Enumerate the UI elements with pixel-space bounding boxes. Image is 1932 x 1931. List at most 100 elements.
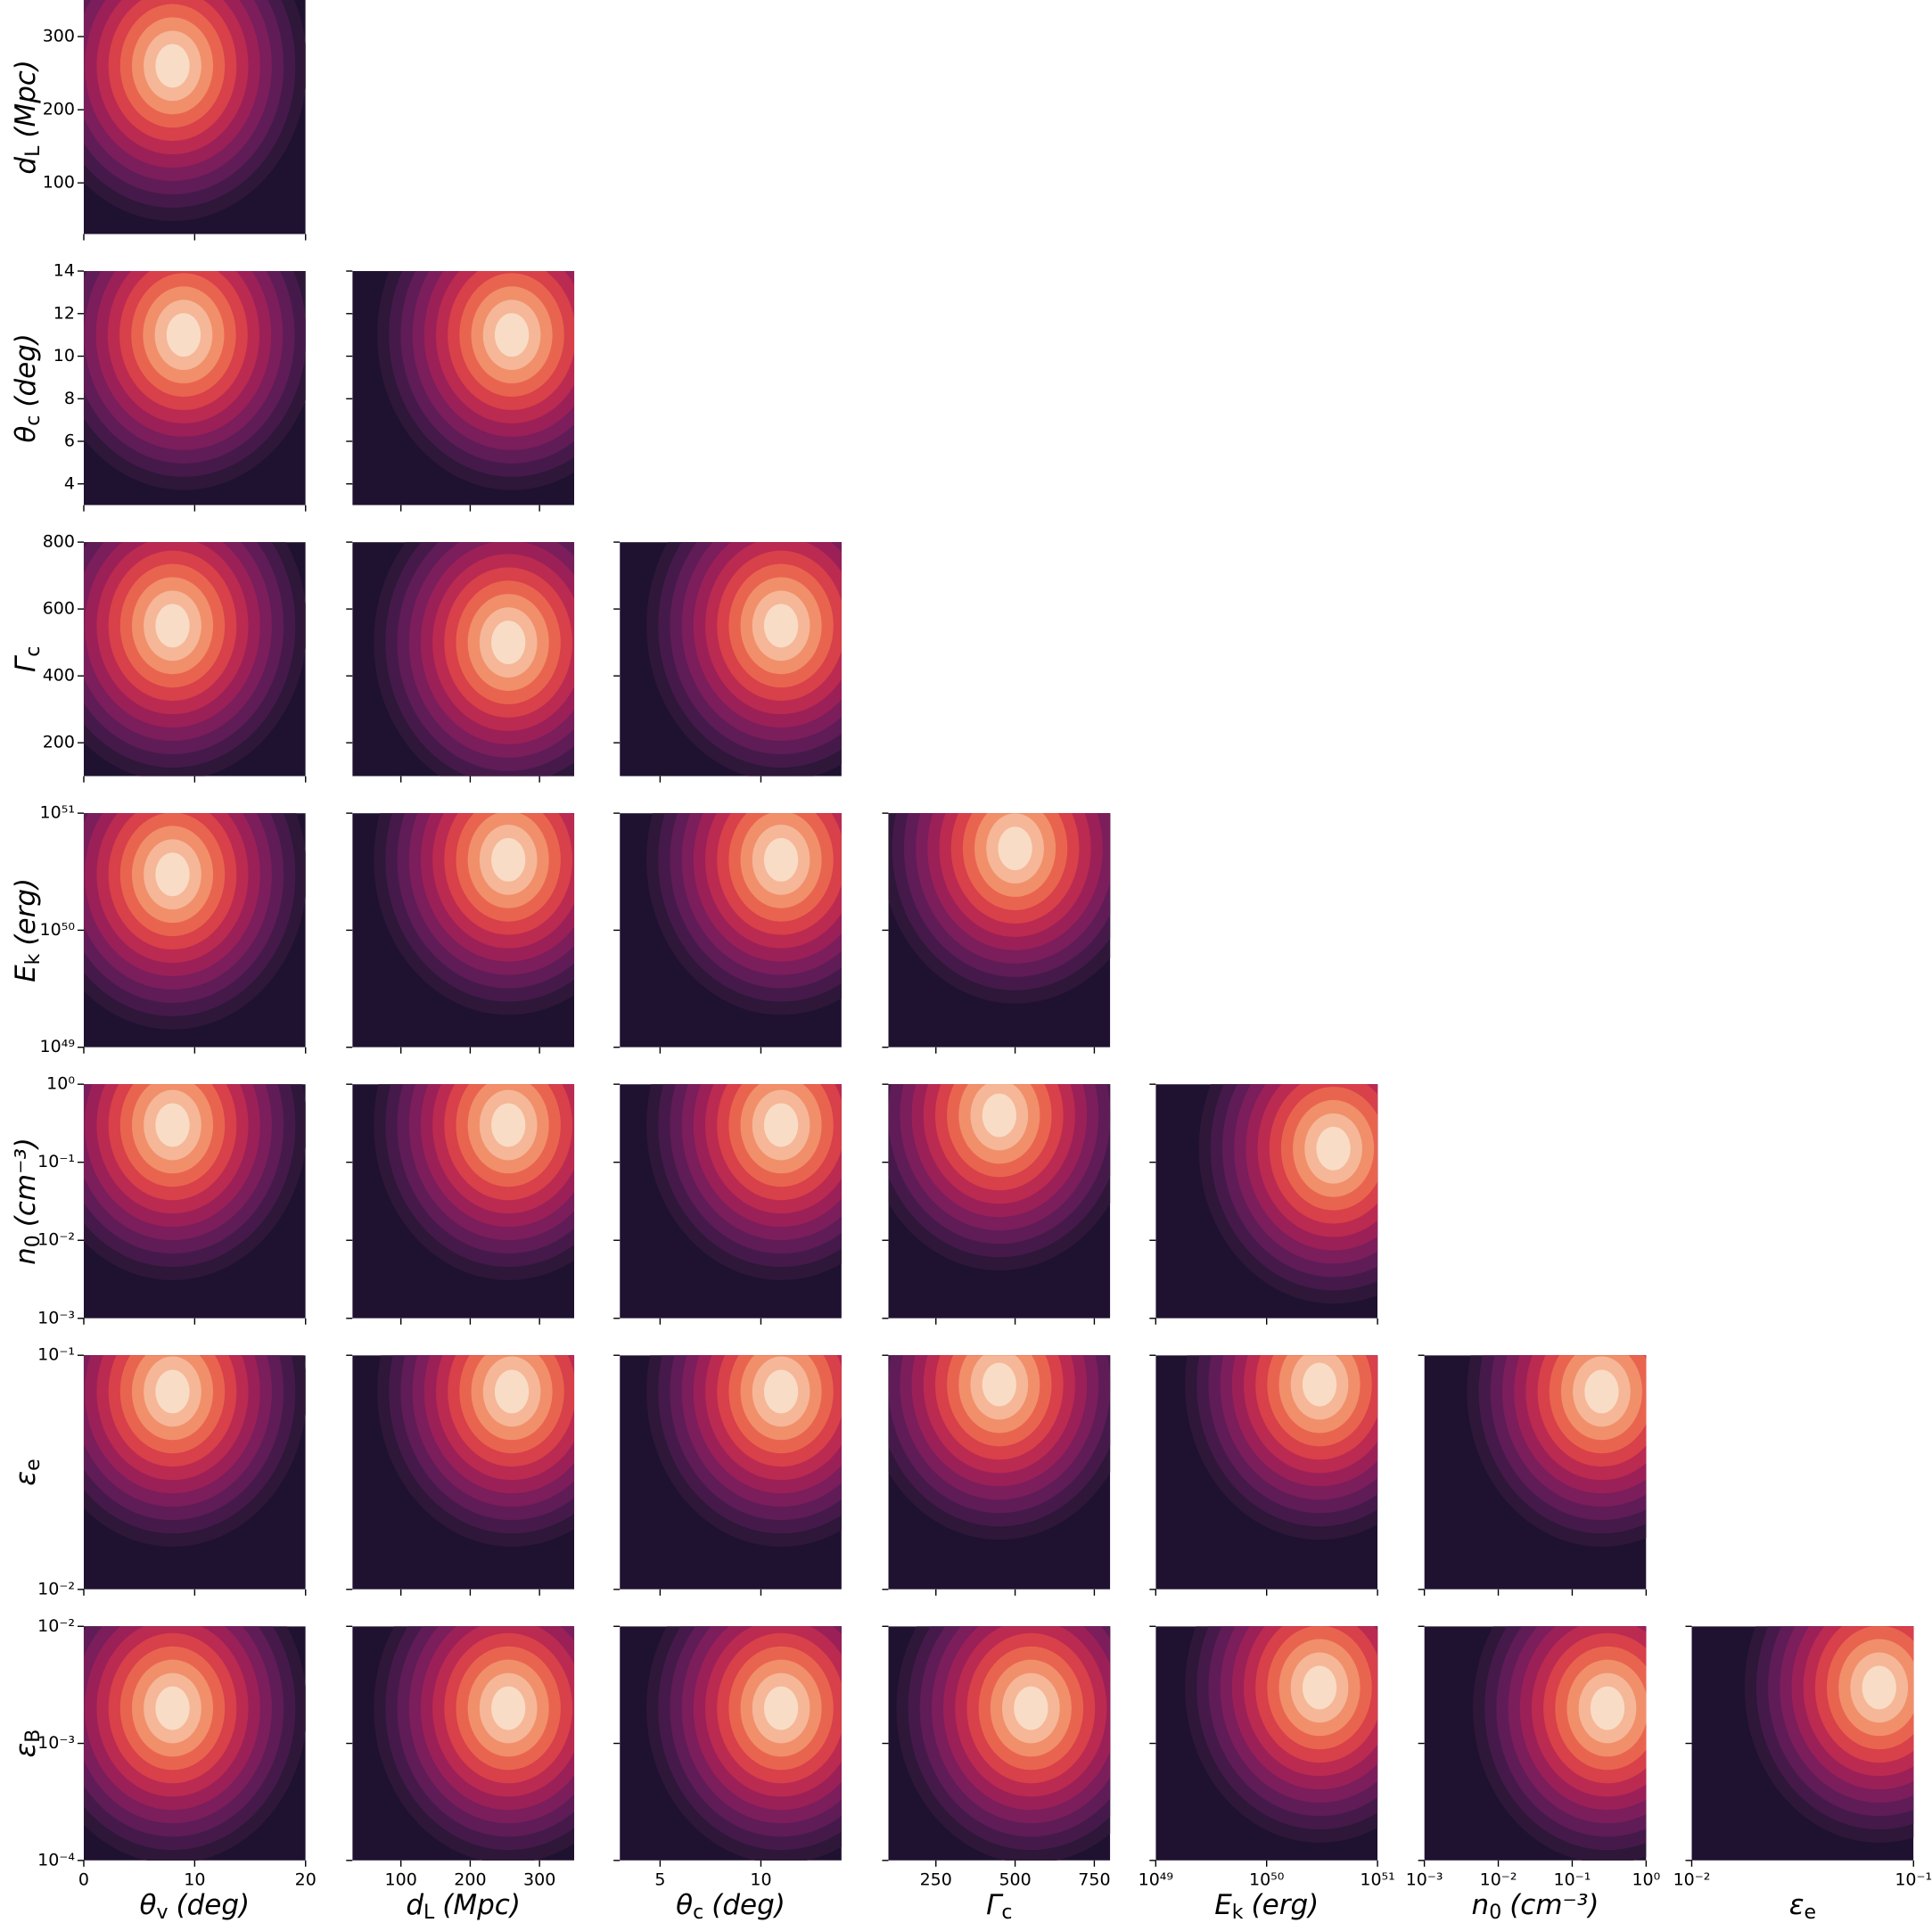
density-contour <box>998 826 1032 871</box>
density-contour <box>166 313 201 357</box>
axis-label: Γc <box>10 646 45 672</box>
axis-symbol: θ <box>676 1889 693 1921</box>
axis-subscript: 0 <box>1489 1902 1501 1924</box>
x-tick-label: 10⁵⁰ <box>1249 1869 1284 1889</box>
density-contour <box>491 1103 526 1147</box>
panel <box>1155 1084 1378 1319</box>
density-contour <box>494 1369 530 1414</box>
density-contour <box>982 1093 1016 1138</box>
density-contour <box>155 852 190 897</box>
axis-unit: (deg) <box>177 1889 251 1921</box>
density-contour <box>1862 1665 1896 1710</box>
x-tick-label: 10⁻² <box>1673 1869 1711 1889</box>
x-tick-label: 10⁴⁹ <box>1139 1869 1173 1889</box>
axis-subscript: v <box>157 1902 169 1924</box>
panel <box>352 1626 575 1861</box>
density-contour <box>155 1103 190 1147</box>
panel <box>1155 1355 1378 1590</box>
axis-symbol: d <box>406 1889 423 1921</box>
panel <box>1424 1355 1647 1590</box>
y-tick-label: 10⁴⁹ <box>40 1037 75 1056</box>
density-contour <box>155 44 190 88</box>
panel <box>352 542 575 777</box>
y-tick-label: 10⁻³ <box>37 1308 75 1327</box>
density-contour <box>763 837 799 882</box>
panel <box>888 1084 1111 1319</box>
y-tick-label: 10⁰ <box>46 1074 75 1094</box>
x-tick-label: 10⁻³ <box>1406 1869 1443 1889</box>
x-tick-label: 10⁻¹ <box>1895 1869 1932 1889</box>
y-tick-label: 10⁻² <box>37 1579 75 1598</box>
axis-unit: (Mpc) <box>442 1889 521 1921</box>
axis-subscript: e <box>1804 1902 1816 1924</box>
axis-label: dL (Mpc) <box>406 1889 521 1925</box>
y-tick-label: 100 <box>43 173 75 193</box>
axis-unit: (erg) <box>10 878 42 946</box>
y-tick-label: 10⁻⁴ <box>37 1850 75 1869</box>
density-contour <box>1302 1362 1337 1407</box>
axis-label: εB <box>10 1730 45 1758</box>
y-tick-label: 600 <box>43 599 75 619</box>
density-contour <box>1590 1686 1625 1730</box>
axis-unit: (cm⁻³) <box>10 1138 42 1227</box>
x-tick-label: 10⁻¹ <box>1554 1869 1591 1889</box>
x-tick-label: 10 <box>750 1869 771 1889</box>
axis-symbol: Γ <box>986 1889 1004 1921</box>
axis-subscript: e <box>22 1459 45 1471</box>
axis-symbol: θ <box>140 1889 157 1921</box>
axis-label: dL (Mpc) <box>10 60 45 175</box>
x-tick-label: 10 <box>184 1869 205 1889</box>
panel <box>83 542 306 777</box>
density-contour <box>763 1369 799 1414</box>
axis-symbol: d <box>10 157 42 175</box>
y-tick-label: 8 <box>64 389 75 408</box>
axis-symbol: ε <box>1789 1889 1805 1921</box>
axis-symbol: E <box>10 965 42 982</box>
density-contour <box>982 1362 1016 1407</box>
axis-unit: (deg) <box>10 333 42 407</box>
y-tick-label: 200 <box>43 733 75 752</box>
y-tick-label: 10⁻¹ <box>37 1345 75 1365</box>
panel <box>620 813 842 1048</box>
panel <box>83 1626 306 1861</box>
density-contour <box>763 1686 799 1730</box>
panel <box>620 1084 842 1319</box>
axis-subscript: L <box>423 1902 435 1924</box>
panel <box>1691 1626 1914 1861</box>
axis-label: θc (deg) <box>10 333 45 443</box>
axis-unit: (deg) <box>711 1889 785 1921</box>
density-contour <box>763 604 799 648</box>
x-tick-label: 500 <box>999 1869 1031 1889</box>
density-contour <box>155 604 190 648</box>
axis-subscript: k <box>22 953 45 965</box>
panel <box>83 0 306 234</box>
x-tick-label: 20 <box>295 1869 317 1889</box>
axis-subscript: 0 <box>22 1235 45 1247</box>
axis-symbol: θ <box>10 426 42 443</box>
axis-symbol: n <box>10 1247 42 1265</box>
y-tick-label: 10⁵¹ <box>40 803 75 823</box>
x-tick-label: 100 <box>385 1869 417 1889</box>
y-tick-label: 800 <box>43 532 75 552</box>
axis-subscript: c <box>22 415 45 426</box>
axis-unit: (erg) <box>1252 1889 1320 1921</box>
axis-label: εe <box>10 1459 45 1485</box>
x-tick-label: 10⁻² <box>1480 1869 1517 1889</box>
panel <box>888 813 1111 1048</box>
axis-label: Γc <box>986 1889 1012 1925</box>
axis-label: θc (deg) <box>676 1889 785 1925</box>
panel <box>620 1355 842 1590</box>
density-contour <box>155 1369 190 1414</box>
panel <box>888 1626 1111 1861</box>
y-tick-label: 200 <box>43 100 75 119</box>
y-tick-label: 300 <box>43 27 75 46</box>
panel <box>83 1355 306 1590</box>
axis-label: n0 (cm⁻³) <box>10 1138 45 1265</box>
density-contour <box>1014 1686 1048 1730</box>
axis-label: Ek (erg) <box>10 878 45 982</box>
x-tick-label: 5 <box>654 1869 665 1889</box>
y-tick-label: 10⁵⁰ <box>40 920 75 940</box>
axis-subscript: c <box>693 1902 703 1924</box>
x-tick-label: 250 <box>920 1869 952 1889</box>
